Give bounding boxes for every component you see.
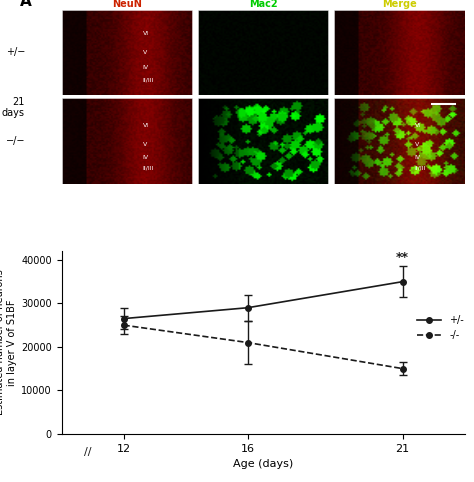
X-axis label: Age (days): Age (days) [233,459,293,469]
Text: II/III: II/III [143,77,154,82]
Text: +/−: +/− [6,47,25,57]
Text: II/III: II/III [415,166,426,171]
Text: V: V [143,50,147,55]
Text: VI: VI [143,123,149,128]
Legend: +/-, -/-: +/-, -/- [413,311,468,344]
Title: Mac2: Mac2 [249,0,277,9]
Text: B: B [0,241,1,255]
Text: 21
days: 21 days [2,97,25,119]
Y-axis label: Estimated number of neurons
in layer V of S1BF: Estimated number of neurons in layer V o… [0,269,17,415]
Title: NeuN: NeuN [112,0,142,9]
Text: VI: VI [143,31,149,36]
Text: **: ** [396,251,409,264]
Title: Merge: Merge [382,0,417,9]
Text: IV: IV [143,65,149,70]
Text: VI: VI [415,123,421,128]
Text: V: V [415,142,419,147]
Text: −/−: −/− [6,136,25,146]
Text: A: A [20,0,31,9]
Text: IV: IV [415,155,421,161]
Text: IV: IV [143,155,149,161]
Text: //: // [84,447,91,456]
Text: V: V [143,142,147,147]
Text: II/III: II/III [143,166,154,171]
